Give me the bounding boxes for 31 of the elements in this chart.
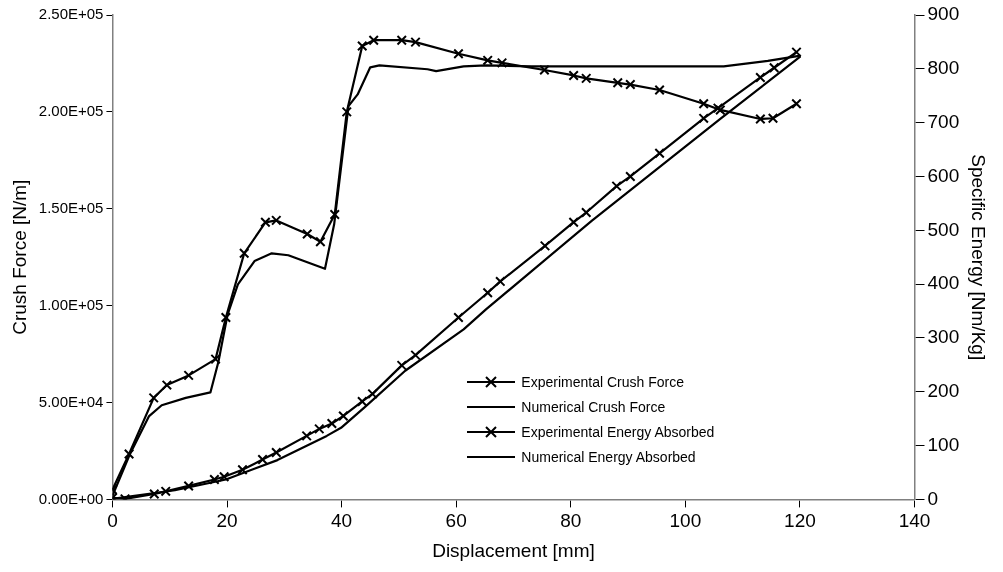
y-tick-label: 1.00E+05 (38, 295, 104, 313)
y-tick-label: 5.00E+04 (38, 392, 104, 410)
y2-tick-label: 800 (927, 57, 960, 79)
x-tick-label: 20 (216, 510, 238, 532)
y-axis-title: Crush Force [N/m] (8, 179, 30, 335)
legend-label: Numerical Crush Force (521, 398, 666, 415)
y-tick-label: 1.50E+05 (38, 198, 104, 216)
x-tick-label: 60 (445, 510, 467, 532)
x-tick-label: 0 (107, 510, 118, 532)
y2-tick-label: 100 (927, 433, 960, 455)
x-axis-title: Displacement [mm] (432, 539, 595, 561)
legend-label: Experimental Energy Absorbed (521, 423, 715, 440)
y2-tick-label: 900 (927, 3, 960, 25)
y-tick-label: 0.00E+00 (38, 489, 104, 507)
y-tick-label: 2.50E+05 (38, 5, 104, 23)
x-tick-label: 120 (784, 510, 816, 532)
x-tick-label: 40 (331, 510, 353, 532)
legend-label: Experimental Crush Force (521, 373, 684, 390)
y2-tick-label: 600 (927, 164, 960, 186)
y2-tick-label: 300 (927, 326, 960, 348)
x-tick-label: 100 (669, 510, 702, 532)
x-tick-label: 80 (560, 510, 582, 532)
y-tick-label: 2.00E+05 (38, 102, 104, 120)
y2-axis-title: Specific Energy [Nm/Kg] (968, 154, 990, 361)
y2-tick-label: 200 (927, 379, 960, 401)
legend-label: Numerical Energy Absorbed (521, 448, 696, 465)
y2-tick-label: 500 (927, 218, 960, 240)
x-tick-label: 140 (898, 510, 931, 532)
y2-tick-label: 0 (927, 487, 939, 509)
y2-tick-label: 700 (927, 110, 960, 132)
y2-tick-label: 400 (927, 272, 960, 294)
